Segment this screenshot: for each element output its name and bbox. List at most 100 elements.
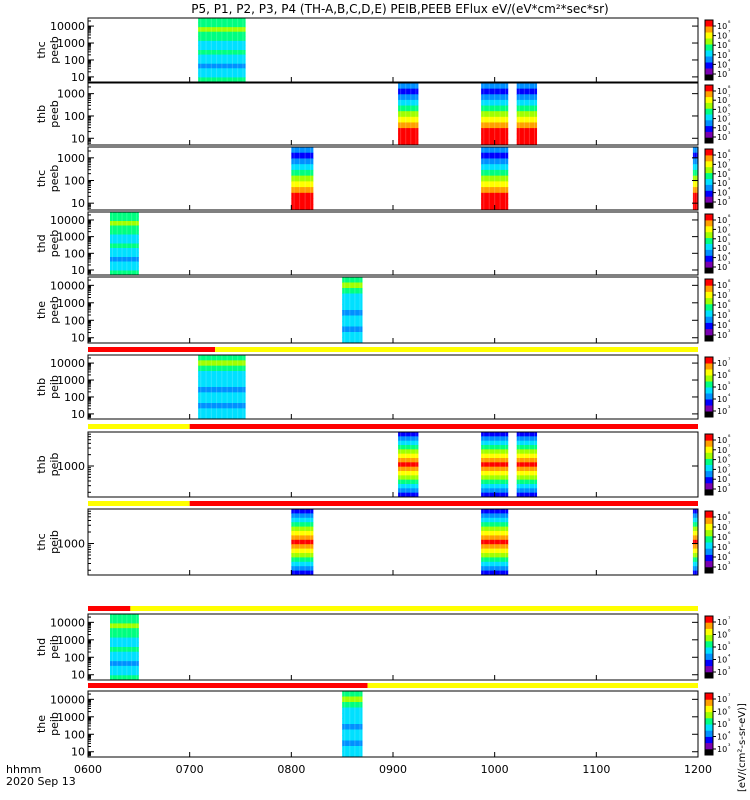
colorbar-tick-label: 10: [717, 189, 727, 198]
data-band: [342, 696, 363, 703]
data-band: [110, 239, 139, 244]
colorbar-tick-label: 10: [717, 475, 727, 484]
y-tick-label: 1000: [57, 460, 85, 473]
data-band: [398, 492, 419, 498]
colorbar-tick-label: 10: [717, 254, 727, 263]
colorbar-frame: [704, 19, 714, 81]
data-block: [291, 509, 314, 576]
data-band: [291, 204, 314, 211]
data-band: [342, 729, 363, 736]
y-tick-label: 10000: [50, 357, 85, 370]
colorbar-tick-label: 10: [717, 708, 727, 717]
data-band: [516, 122, 538, 129]
data-band: [342, 310, 363, 316]
colorbar-swatch: [705, 411, 713, 418]
data-band: [481, 122, 509, 129]
colorbar-swatch: [705, 131, 713, 138]
y-tick-label: 1000: [57, 88, 85, 101]
data-band: [198, 403, 246, 409]
colorbar-swatch: [705, 554, 713, 562]
colorbar-swatch: [705, 74, 713, 81]
data-band: [398, 139, 419, 146]
data-block: [516, 432, 538, 498]
data-band: [692, 204, 698, 211]
colorbar-swatch: [705, 108, 713, 115]
colorbar-swatch: [705, 291, 713, 299]
colorbar-tick-label: 10: [717, 124, 727, 133]
data-band: [481, 548, 509, 554]
colorbar-swatch: [705, 653, 713, 660]
data-band: [398, 94, 419, 101]
y-tick-label: 100: [64, 314, 85, 327]
colorbar-tick-label: 10: [717, 198, 727, 207]
data-band: [516, 445, 538, 450]
plot-date: 2020 Sep 13: [6, 775, 76, 788]
colorbar-swatch: [705, 32, 713, 39]
colorbar-swatch: [705, 267, 713, 274]
data-band: [398, 445, 419, 450]
colorbar-swatch: [705, 730, 713, 737]
data-band: [481, 513, 509, 519]
panel-ylabel-probe: thc: [35, 41, 48, 58]
panel-ylabel-probe: the: [35, 715, 48, 733]
flag-segment: [130, 606, 699, 611]
data-band: [110, 270, 139, 276]
colorbar-swatch: [705, 375, 713, 382]
data-band: [516, 479, 538, 485]
data-band: [481, 539, 509, 545]
flag-segment: [88, 683, 368, 688]
data-band: [398, 83, 419, 90]
data-band: [342, 277, 363, 283]
data-band: [110, 623, 139, 629]
colorbar-tick-label: 10: [717, 151, 727, 160]
data-band: [516, 128, 538, 135]
colorbar-swatch: [705, 85, 713, 92]
data-band: [692, 544, 698, 550]
data-band: [398, 449, 419, 455]
colorbar-swatch: [705, 387, 713, 394]
colorbar-swatch: [705, 711, 713, 719]
colorbar-tick-label: 10: [717, 244, 727, 253]
data-block: [481, 509, 509, 576]
colorbar-tick-label: 10: [717, 179, 727, 188]
data-band: [342, 304, 363, 311]
colorbar-swatch: [705, 90, 713, 98]
data-band: [481, 187, 509, 194]
colorbar-frame: [704, 433, 714, 496]
y-tick-label: 10: [71, 132, 85, 145]
data-band: [110, 216, 139, 222]
panel-frame: [87, 613, 699, 681]
data-band: [516, 484, 538, 489]
data-band: [481, 566, 509, 572]
colorbar-tick-label: 10: [717, 371, 727, 380]
data-band: [291, 509, 314, 514]
data-band: [481, 175, 509, 182]
data-band: [291, 531, 314, 536]
y-tick-label: 10: [71, 197, 85, 210]
data-band: [481, 440, 509, 446]
y-tick-label: 10: [71, 71, 85, 84]
data-band: [198, 22, 246, 28]
data-block: [692, 509, 698, 576]
panel-ylabel-product: peib: [48, 453, 61, 477]
colorbar-tick-exponent: ⁸: [728, 214, 731, 221]
data-band: [198, 408, 246, 415]
colorbar-swatch: [705, 231, 713, 239]
data-band: [291, 557, 314, 563]
panel-frame: [87, 17, 699, 83]
data-band: [516, 449, 538, 455]
data-band: [481, 509, 509, 514]
data-band: [481, 88, 509, 95]
data-band: [481, 557, 509, 563]
panel-frame: [87, 431, 699, 498]
data-band: [342, 326, 363, 333]
colorbar-tick-label: 10: [717, 87, 727, 96]
y-tick-label: 100: [64, 728, 85, 741]
colorbar-swatch: [705, 322, 713, 330]
colorbar-swatch: [705, 196, 713, 203]
colorbar-swatch: [705, 476, 713, 484]
data-block: [692, 147, 698, 211]
colorbar-swatch: [705, 202, 713, 209]
y-tick-label: 1000: [57, 538, 85, 551]
data-band: [481, 445, 509, 450]
